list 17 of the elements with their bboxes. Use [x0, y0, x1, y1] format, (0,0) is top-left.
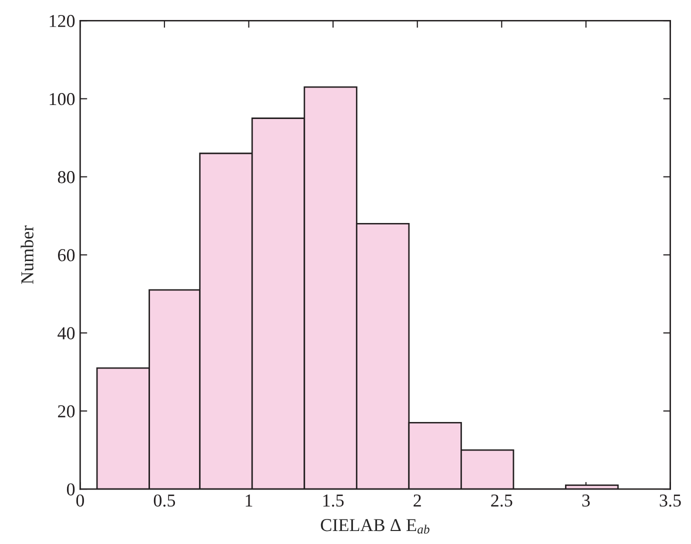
y-axis-title: Number	[20, 225, 34, 284]
x-tick-label: 0	[76, 494, 84, 507]
x-tick-label: 2.5	[491, 494, 512, 507]
x-tick-label: 1.5	[323, 494, 344, 507]
y-tick-label: 40	[58, 327, 75, 340]
x-tick-label: 0.5	[154, 494, 176, 507]
x-tick-label: 3.5	[660, 494, 681, 507]
x-tick-label: 3	[582, 494, 590, 507]
y-tick-label: 100	[50, 92, 75, 106]
x-tick-label: 2	[414, 494, 421, 506]
y-tick-label: 60	[58, 249, 75, 262]
y-tick-label: 20	[58, 405, 75, 418]
y-tick-label: 120	[50, 14, 75, 28]
x-tick-label: 1	[246, 494, 252, 506]
x-axis-title: CIELAB Δ E$_{ab}$	[320, 519, 430, 534]
y-tick-label: 0	[66, 483, 75, 496]
y-tick-label: 80	[58, 171, 75, 184]
